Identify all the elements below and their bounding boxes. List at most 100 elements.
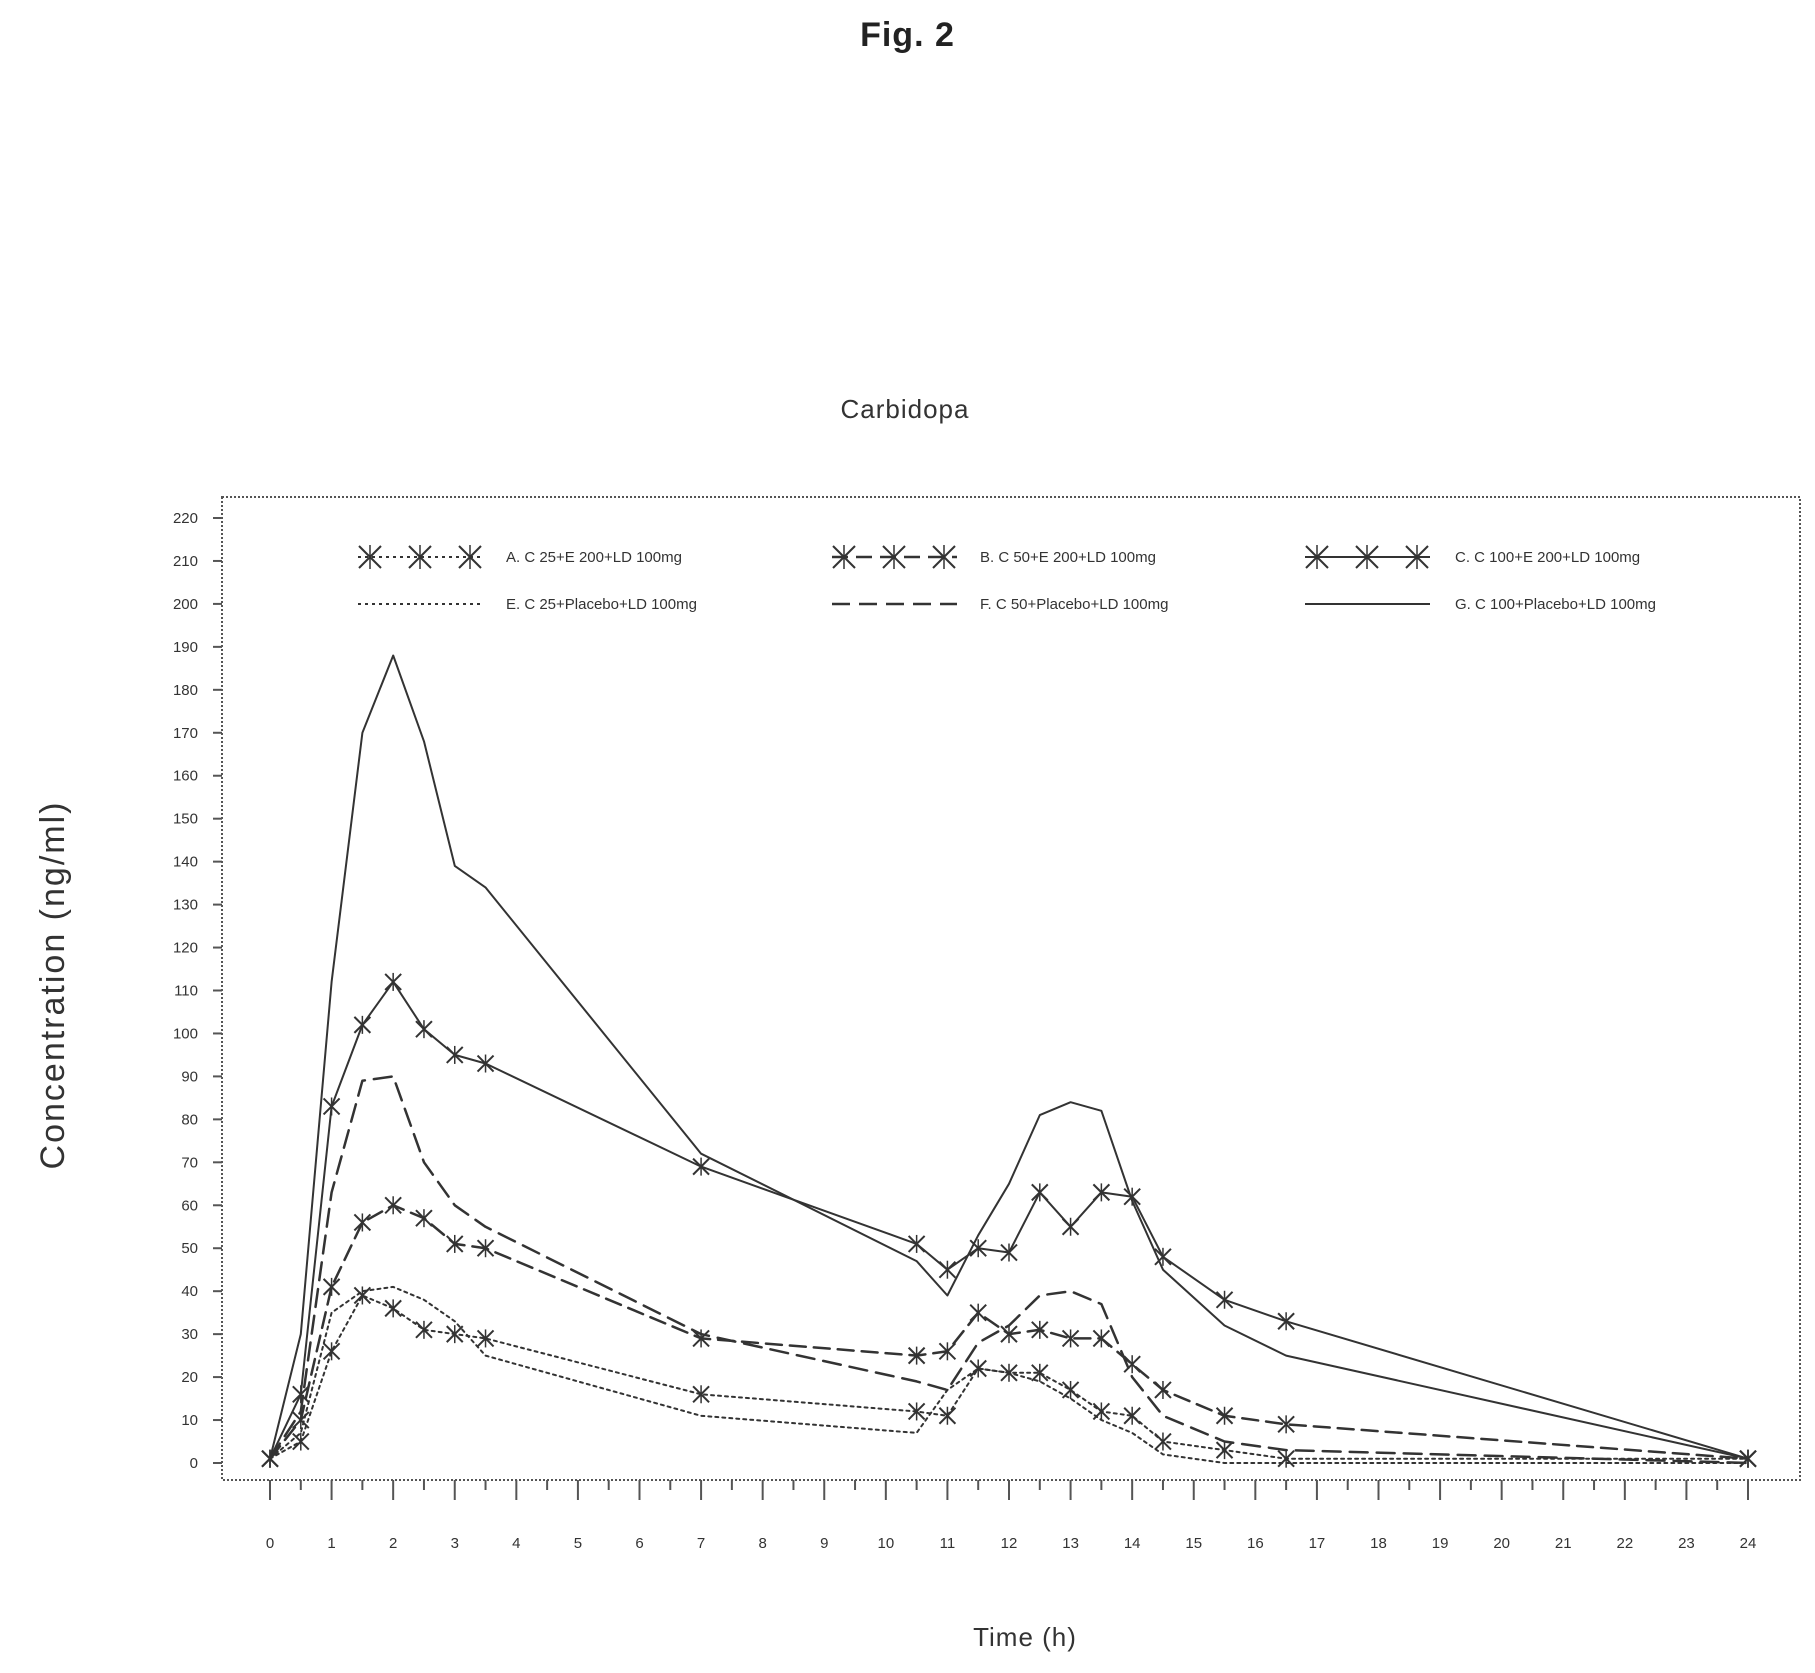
data-point-marker — [1215, 1441, 1234, 1460]
x-axis: 0 1 2 3 4 5 6 7 8 9 10 11 12 13 14 15 16 17 18 19 20 21 22 23 24 — [266, 1480, 1757, 1552]
x-tick-label: 6 — [635, 1535, 643, 1552]
y-tick-label: 200 — [173, 596, 198, 613]
data-point-marker — [907, 1234, 926, 1253]
x-tick-label: 10 — [877, 1535, 894, 1552]
y-tick-label: 210 — [173, 553, 198, 570]
y-axis: 0 10 20 30 40 50 60 70 80 90 100 110 120 130 140 150 160… — [173, 510, 222, 1472]
x-tick-label: 17 — [1309, 1535, 1326, 1552]
data-point-marker — [353, 1213, 372, 1232]
x-tick-label: 24 — [1740, 1535, 1757, 1552]
data-point-marker — [1092, 1183, 1111, 1202]
data-point-marker — [692, 1385, 710, 1404]
x-tick-label: 23 — [1678, 1535, 1695, 1552]
y-tick-label: 30 — [181, 1326, 198, 1343]
legend-sample — [358, 545, 483, 569]
y-tick-label: 130 — [173, 897, 198, 914]
legend-label: B. C 50+E 200+LD 100mg — [980, 549, 1156, 566]
series-line — [269, 1285, 1749, 1464]
x-tick-label: 5 — [574, 1535, 582, 1552]
data-point-marker — [415, 1020, 433, 1039]
x-tick-label: 13 — [1062, 1535, 1079, 1552]
x-tick-label: 22 — [1616, 1535, 1633, 1552]
data-point-marker — [1154, 1432, 1172, 1451]
data-point-marker — [292, 1385, 310, 1404]
series-line — [268, 1075, 1750, 1465]
x-axis-title: Time (h) — [973, 1622, 1077, 1652]
data-point-marker — [1000, 1243, 1018, 1262]
x-tick-label: 11 — [940, 1535, 956, 1552]
x-tick-label: 12 — [1001, 1535, 1018, 1552]
data-point-marker — [969, 1239, 987, 1258]
legend-sample — [832, 545, 957, 569]
x-tick-label: 2 — [389, 1535, 397, 1552]
y-tick-label: 40 — [181, 1283, 198, 1300]
y-axis-title: Concentration (ng/ml) — [34, 801, 72, 1170]
series-line — [269, 654, 1749, 1460]
data-point-marker — [476, 1239, 495, 1258]
data-point-marker — [1215, 1290, 1234, 1309]
x-tick-label: 0 — [266, 1535, 274, 1552]
data-point-marker — [1031, 1363, 1049, 1382]
x-tick-label: 19 — [1432, 1535, 1449, 1552]
y-tick-label: 80 — [181, 1111, 198, 1128]
x-tick-label: 9 — [820, 1535, 828, 1552]
legend-label: F. C 50+Placebo+LD 100mg — [980, 596, 1168, 613]
y-tick-label: 190 — [173, 639, 198, 656]
series-line — [269, 980, 1749, 1460]
y-tick-label: 220 — [173, 510, 198, 527]
data-point-marker — [1123, 1355, 1141, 1374]
x-tick-label: 20 — [1493, 1535, 1510, 1552]
data-point-marker — [384, 1299, 402, 1318]
y-tick-label: 140 — [173, 854, 198, 871]
data-point-marker — [415, 1320, 433, 1339]
data-point-marker — [1061, 1329, 1080, 1348]
data-point-marker — [938, 1342, 957, 1361]
data-point-marker — [938, 1260, 957, 1279]
data-point-marker — [446, 1045, 464, 1064]
y-tick-label: 70 — [181, 1154, 198, 1171]
x-tick-label: 21 — [1555, 1535, 1572, 1552]
plot-frame — [221, 496, 1801, 1481]
data-point-marker — [446, 1234, 464, 1253]
data-point-marker — [907, 1402, 926, 1421]
y-tick-label: 110 — [174, 983, 198, 1000]
legend: A. C 25+E 200+LD 100mg B. C 50+E 200+LD 1… — [358, 545, 1656, 613]
data-point-marker — [292, 1432, 310, 1451]
x-tick-label: 8 — [758, 1535, 766, 1552]
data-point-marker — [476, 1054, 495, 1073]
data-point-marker — [1061, 1217, 1080, 1236]
x-tick-label: 3 — [451, 1535, 459, 1552]
data-point-marker — [692, 1329, 710, 1348]
y-tick-label: 90 — [181, 1068, 198, 1085]
x-tick-label: 15 — [1185, 1535, 1202, 1552]
y-tick-label: 10 — [181, 1412, 198, 1429]
data-point-marker — [907, 1346, 926, 1365]
data-point-marker — [1123, 1406, 1141, 1425]
x-tick-label: 16 — [1247, 1535, 1264, 1552]
y-tick-label: 100 — [173, 1025, 198, 1042]
data-point-marker — [353, 1015, 372, 1034]
y-tick-label: 150 — [173, 811, 198, 828]
legend-label: A. C 25+E 200+LD 100mg — [506, 549, 682, 566]
data-point-marker — [384, 1196, 402, 1215]
data-point-marker — [1215, 1406, 1234, 1425]
data-point-marker — [1277, 1415, 1295, 1434]
figure-label: Fig. 2 — [860, 16, 955, 54]
x-tick-label: 7 — [697, 1535, 705, 1552]
data-point-marker — [1277, 1312, 1295, 1331]
data-point-marker — [353, 1286, 372, 1305]
data-point-marker — [1031, 1183, 1049, 1202]
data-point-marker — [938, 1406, 957, 1425]
data-point-marker — [384, 972, 402, 991]
legend-sample — [1305, 545, 1430, 569]
chart-title: Carbidopa — [841, 394, 970, 424]
y-tick-label: 20 — [181, 1369, 198, 1386]
y-tick-label: 120 — [173, 940, 198, 957]
y-tick-label: 0 — [190, 1455, 198, 1472]
data-point-marker — [1031, 1320, 1049, 1339]
data-point-marker — [1277, 1449, 1295, 1468]
y-tick-label: 60 — [181, 1197, 198, 1214]
x-tick-label: 1 — [327, 1535, 335, 1552]
data-point-marker — [322, 1097, 341, 1116]
